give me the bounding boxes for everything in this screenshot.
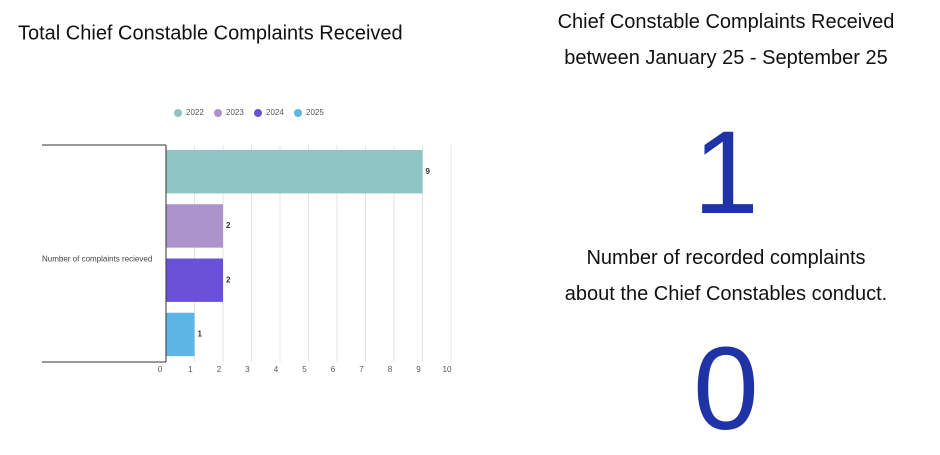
x-tick-label: 6	[331, 365, 336, 374]
legend-label: 2024	[266, 108, 284, 117]
legend-label: 2025	[306, 108, 324, 117]
x-tick-label: 8	[388, 365, 393, 374]
bar	[166, 150, 423, 194]
data-label: 1	[198, 330, 203, 339]
panel-caption-line: about the Chief Constables conduct.	[564, 283, 888, 305]
x-tick-label: 1	[188, 365, 193, 374]
x-tick-label: 2	[217, 365, 222, 374]
page: Total Chief Constable Complaints Receive…	[18, 11, 895, 448]
panel-title: Chief Constable Complaints Received betw…	[516, 4, 936, 76]
y-tick-label: Number of complaints recieved	[42, 255, 152, 264]
x-tick-label: 5	[302, 365, 307, 374]
legend-marker	[214, 109, 222, 117]
legend-marker	[254, 109, 262, 117]
stat-panel: Chief Constable Complaints Received betw…	[516, 0, 936, 455]
panel-caption: Number of recorded complaints about the …	[516, 240, 936, 312]
data-label: 9	[426, 167, 431, 176]
panel-caption-line: Number of recorded complaints	[586, 247, 866, 269]
bar	[166, 204, 223, 248]
bar	[166, 258, 223, 302]
legend-label: 2022	[186, 108, 204, 117]
x-tick-label: 9	[416, 365, 421, 374]
stat-value: 1	[693, 107, 759, 239]
x-tick-label: 10	[443, 365, 452, 374]
legend-marker	[294, 109, 302, 117]
data-label: 2	[226, 275, 231, 284]
legend-label: 2023	[226, 108, 244, 117]
panel-title-line: Chief Constable Complaints Received	[557, 11, 895, 33]
chart: Total Chief Constable Complaints Receive…	[18, 22, 452, 374]
x-tick-label: 3	[245, 365, 250, 374]
bar	[166, 312, 195, 357]
panel-title-line: between January 25 - September 25	[564, 47, 888, 69]
data-label: 2	[226, 221, 231, 230]
stat-value: 0	[693, 323, 759, 455]
x-tick-label: 4	[274, 365, 279, 374]
legend-marker	[174, 109, 182, 117]
x-tick-label: 7	[359, 365, 364, 374]
chart-title: Total Chief Constable Complaints Receive…	[18, 22, 403, 44]
x-tick-label: 0	[158, 365, 163, 374]
